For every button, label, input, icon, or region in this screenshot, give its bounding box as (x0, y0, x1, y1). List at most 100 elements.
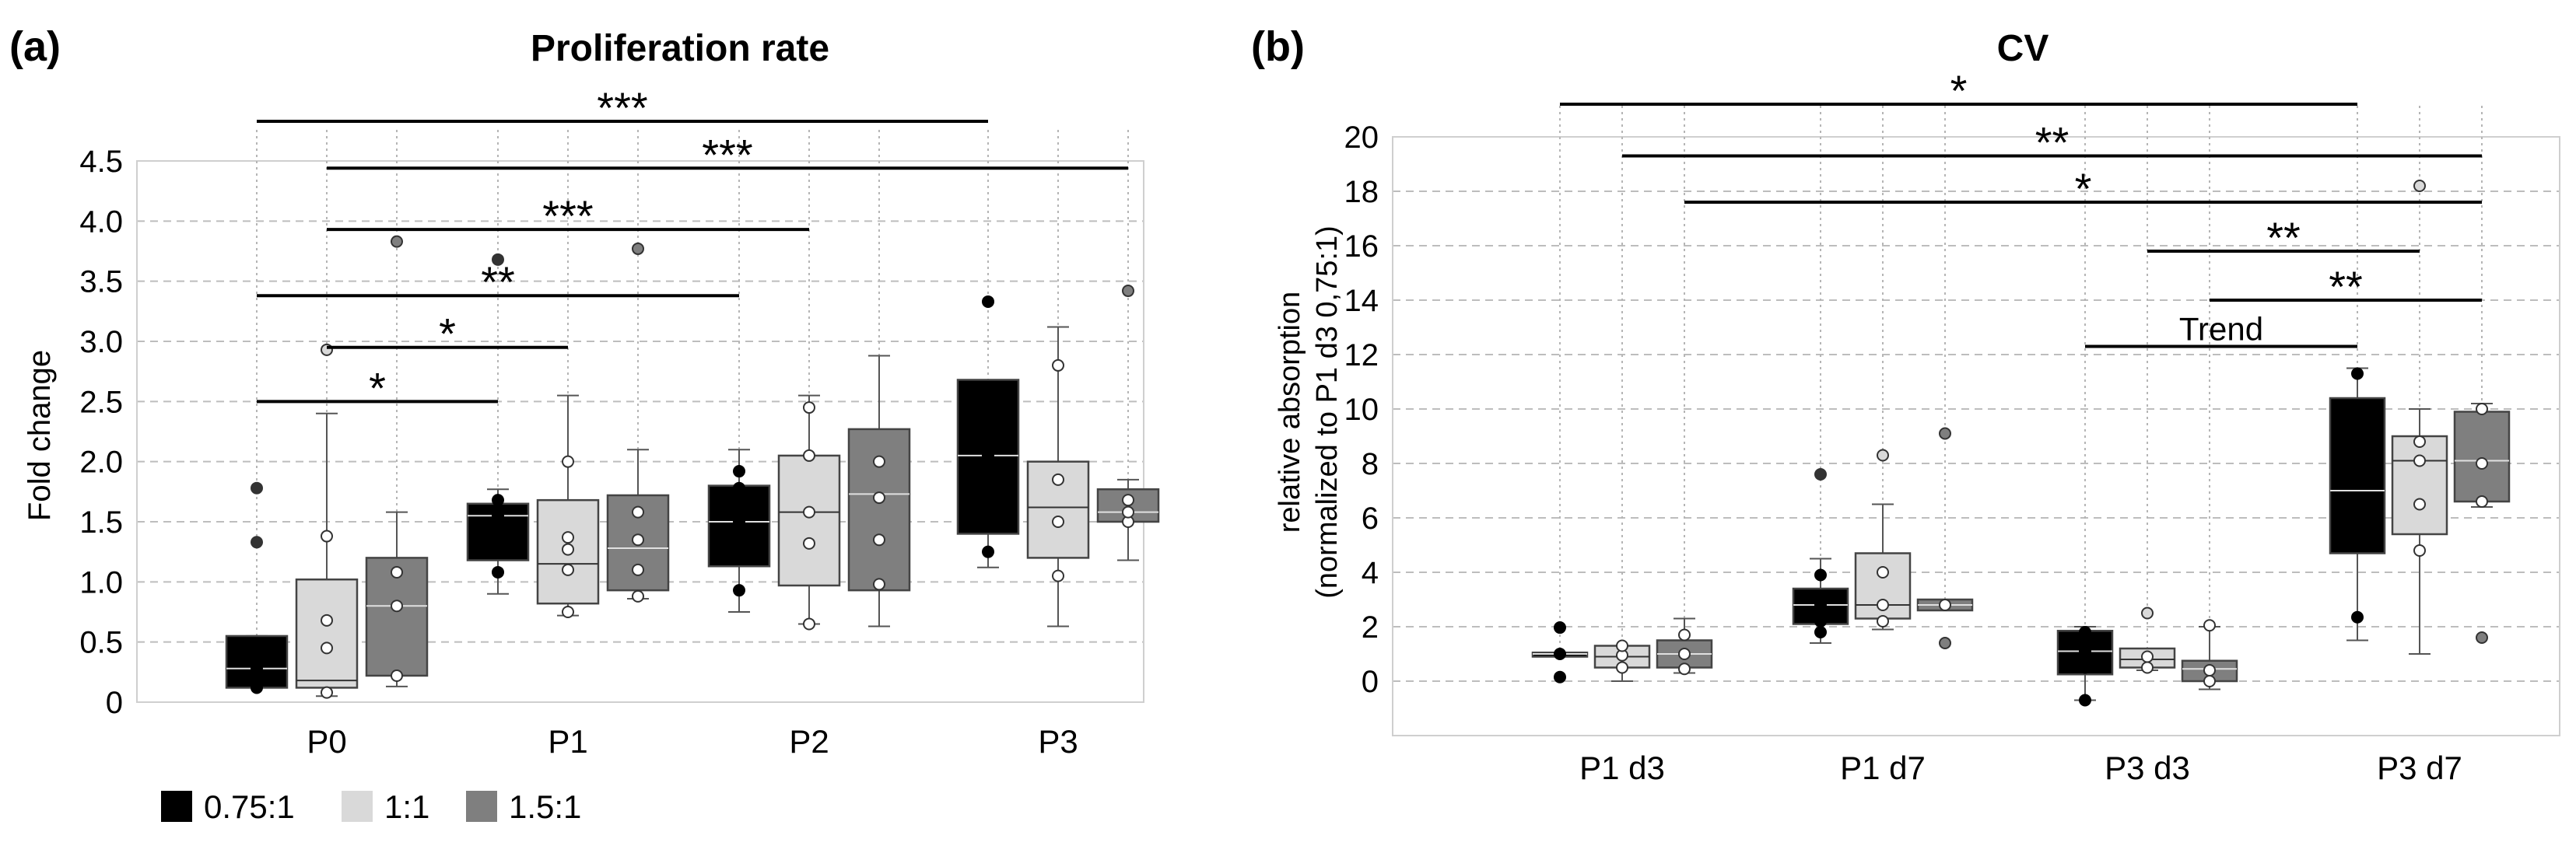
data-point (733, 481, 745, 495)
data-point (1877, 566, 1889, 579)
outlier-point (391, 235, 403, 248)
data-point (492, 545, 504, 558)
legend-label-1-1: 1:1 (384, 788, 429, 825)
data-point (2413, 435, 2426, 448)
y-tick-label: 12 (1344, 338, 1379, 372)
data-point (2079, 645, 2091, 658)
y-tick-label: 3.5 (79, 265, 123, 299)
y-tick-label: 18 (1344, 175, 1379, 209)
legend-label-0-75: 0.75:1 (204, 788, 295, 825)
y-tick-label: 4.5 (79, 145, 123, 179)
panel-a-label: (a) (9, 23, 61, 70)
plot-frame (1392, 136, 2560, 736)
y-tick-label: 4.0 (79, 205, 123, 239)
outlier-point (251, 481, 263, 495)
y-tick-label: 1.5 (79, 505, 123, 540)
data-point (562, 606, 574, 618)
panel-a-title: Proliferation rate (531, 28, 829, 69)
data-point (2476, 457, 2488, 470)
data-point (982, 545, 994, 558)
significance-label: Trend (2179, 311, 2263, 348)
x-tick-label: P3 d7 (2377, 750, 2462, 786)
y-tick-label: 0.5 (79, 626, 123, 660)
y-tick-label: 10 (1344, 393, 1379, 427)
data-point (982, 295, 994, 308)
y-tick-label: 2.5 (79, 385, 123, 419)
outlier-point (1877, 449, 1889, 462)
data-point (2141, 650, 2154, 663)
data-point (562, 531, 574, 544)
data-point (873, 578, 885, 591)
outlier-point (1939, 637, 1951, 649)
box (847, 428, 911, 592)
plot-frame (136, 160, 1144, 703)
y-tick-label: 6 (1362, 502, 1379, 536)
data-point (391, 669, 403, 682)
data-point (391, 565, 403, 579)
significance-label: *** (597, 83, 647, 132)
significance-label: ** (481, 257, 515, 306)
data-point (2476, 495, 2488, 508)
data-point (2079, 626, 2091, 638)
outlier-point (492, 253, 504, 266)
data-point (251, 662, 263, 675)
data-point (1052, 358, 1064, 372)
data-point (1877, 599, 1889, 611)
outlier-point (632, 242, 644, 255)
data-point (803, 537, 815, 550)
significance-label: *** (702, 130, 752, 179)
x-tick-label: P2 (789, 723, 829, 760)
significance-label: * (1950, 66, 1968, 115)
data-point (2079, 661, 2091, 674)
data-point (492, 494, 504, 507)
y-tick-label: 8 (1362, 447, 1379, 481)
y-tick-label: 2.0 (79, 446, 123, 480)
significance-label: ** (2266, 213, 2301, 262)
significance-label: * (439, 309, 456, 358)
data-point (733, 551, 745, 565)
data-point (562, 563, 574, 576)
data-point (1678, 648, 1691, 660)
y-tick-label: 0 (106, 686, 123, 720)
data-point (492, 509, 504, 523)
data-point (803, 449, 815, 462)
data-point (1052, 569, 1064, 582)
data-point (492, 521, 504, 534)
panel-b-title: CV (1997, 28, 2049, 69)
data-point (2203, 675, 2216, 687)
outlier-point (2476, 631, 2488, 644)
y-tick-label: 14 (1344, 284, 1379, 318)
data-point (1939, 599, 1951, 611)
data-point (632, 589, 644, 603)
outlier-point (1122, 285, 1134, 298)
outlier-point (2413, 180, 2426, 192)
y-tick-label: 2 (1362, 610, 1379, 645)
data-point (733, 516, 745, 528)
data-point (1814, 599, 1827, 611)
data-point (2351, 403, 2364, 415)
data-point (321, 686, 333, 699)
panel-b-label: (b) (1251, 23, 1305, 70)
data-point (1616, 661, 1628, 674)
data-point (1877, 615, 1889, 628)
data-point (873, 455, 885, 468)
data-point (2476, 403, 2488, 415)
data-point (1122, 494, 1134, 507)
data-point (321, 530, 333, 543)
data-point (1052, 473, 1064, 486)
data-point (632, 563, 644, 576)
data-point (2079, 694, 2091, 707)
data-point (321, 614, 333, 627)
data-point (1052, 516, 1064, 528)
x-tick-label: P3 d3 (2105, 750, 2190, 786)
panel-b-y-axis-label-sub: (normalized to P1 d3 0,75:1) (1311, 225, 1344, 599)
data-point (251, 641, 263, 655)
data-point (803, 401, 815, 414)
y-tick-label: 4 (1362, 556, 1379, 590)
data-point (2413, 454, 2426, 467)
significance-label: *** (542, 191, 593, 240)
data-point (2141, 661, 2154, 674)
data-point (2203, 619, 2216, 632)
legend: 0.75:1 1:1 1.5:1 (161, 788, 581, 825)
